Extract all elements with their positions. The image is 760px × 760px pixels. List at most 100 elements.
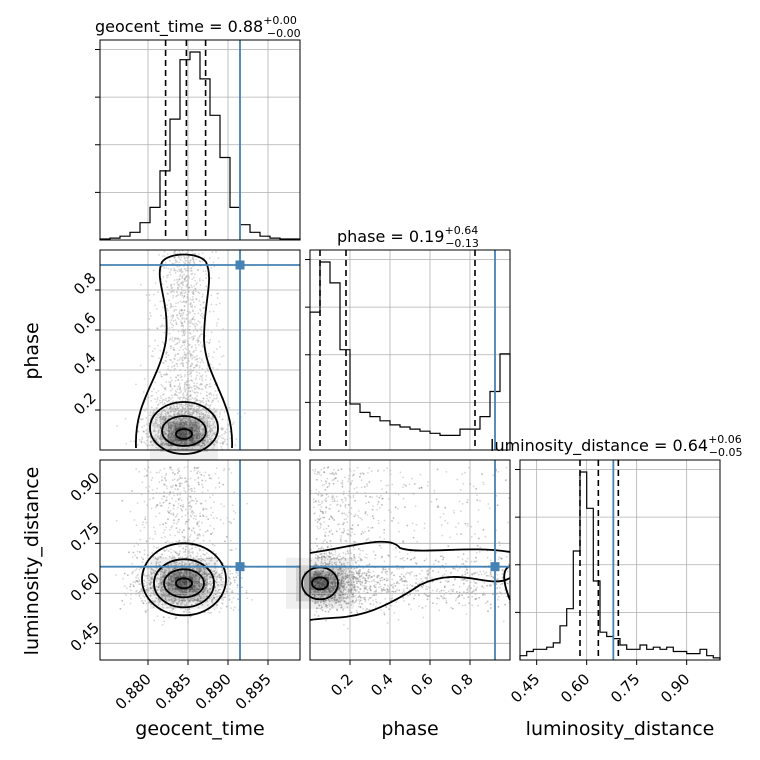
sample-point <box>181 309 184 311</box>
sample-point <box>183 278 186 280</box>
sample-point <box>140 440 143 443</box>
sample-point <box>229 570 232 572</box>
sample-point <box>183 386 186 389</box>
sample-point <box>212 356 214 359</box>
sample-point <box>202 417 205 420</box>
sample-point <box>175 422 177 425</box>
sample-point <box>173 473 176 476</box>
sample-point <box>152 424 155 427</box>
sample-point <box>164 412 167 415</box>
sample-point <box>200 333 202 336</box>
sample-point <box>141 599 144 602</box>
sample-point <box>183 435 185 438</box>
sample-point <box>150 479 153 482</box>
sample-point <box>165 442 168 445</box>
sample-point <box>152 538 155 540</box>
sample-point <box>194 325 196 327</box>
sample-point <box>173 394 176 396</box>
sample-point <box>166 304 169 307</box>
sample-point <box>190 420 193 423</box>
sample-point <box>178 382 181 385</box>
sample-point <box>195 502 198 505</box>
sample-point <box>241 586 243 589</box>
sample-point <box>240 577 243 579</box>
sample-point <box>201 383 204 386</box>
sample-point <box>194 325 197 328</box>
sample-point <box>135 576 138 579</box>
sample-point <box>161 341 164 344</box>
sample-point <box>199 350 202 353</box>
sample-point <box>182 392 185 395</box>
sample-point <box>166 412 169 415</box>
sample-point <box>171 314 174 316</box>
sample-point <box>155 506 157 508</box>
sample-point <box>143 596 146 599</box>
sample-point <box>177 256 180 258</box>
sample-point <box>189 534 192 536</box>
sample-point <box>190 269 192 272</box>
sample-point <box>154 381 157 384</box>
sample-point <box>172 440 174 442</box>
sample-point <box>162 442 165 444</box>
sample-point <box>178 384 181 387</box>
sample-point <box>156 327 159 329</box>
sample-point <box>202 413 205 416</box>
sample-point <box>194 388 197 390</box>
sample-point <box>173 349 175 351</box>
sample-point <box>209 310 211 313</box>
sample-point <box>205 273 208 276</box>
sample-point <box>193 397 196 400</box>
sample-point <box>195 437 198 440</box>
sample-point <box>160 504 163 507</box>
sample-point <box>234 512 237 514</box>
sample-point <box>160 375 163 378</box>
sample-point <box>156 404 159 407</box>
sample-point <box>133 545 136 548</box>
sample-point <box>201 440 204 443</box>
sample-point <box>178 467 180 470</box>
sample-point <box>175 413 178 416</box>
sample-point <box>189 495 192 498</box>
sample-point <box>149 498 151 501</box>
sample-point <box>179 433 182 436</box>
sample-point <box>156 615 159 618</box>
sample-point <box>199 375 202 378</box>
sample-point <box>181 301 184 304</box>
sample-point <box>169 307 172 309</box>
sample-point <box>211 401 213 403</box>
sample-point <box>195 435 198 438</box>
sample-point <box>184 491 187 493</box>
sample-point <box>181 441 184 443</box>
sample-point <box>200 388 203 391</box>
sample-point <box>215 441 218 444</box>
sample-point <box>145 417 148 419</box>
sample-point <box>192 438 195 441</box>
sample-point <box>229 582 232 585</box>
sample-point <box>199 392 202 395</box>
sample-point <box>186 431 189 433</box>
sample-point <box>192 427 195 430</box>
sample-point <box>214 440 217 443</box>
sample-point <box>196 282 198 284</box>
sample-point <box>165 353 168 355</box>
sample-point <box>193 337 195 339</box>
sample-point <box>189 536 191 538</box>
sample-point <box>163 387 166 390</box>
sample-point <box>216 322 219 325</box>
sample-point <box>171 388 174 390</box>
sample-point <box>211 494 214 496</box>
sample-point <box>216 517 218 520</box>
sample-point <box>199 528 201 531</box>
sample-point <box>199 328 202 330</box>
sample-point <box>162 362 165 364</box>
sample-point <box>209 431 212 434</box>
sample-point <box>149 537 151 540</box>
sample-point <box>175 323 178 325</box>
sample-point <box>212 394 215 396</box>
sample-point <box>192 338 194 341</box>
sample-point <box>202 434 205 436</box>
sample-point <box>204 270 207 273</box>
sample-point <box>178 392 181 394</box>
sample-point <box>196 435 198 438</box>
sample-point <box>178 423 181 426</box>
